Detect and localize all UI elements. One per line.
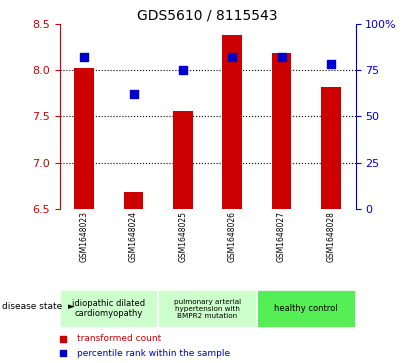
Bar (257, 290, 356, 327)
Title: GDS5610 / 8115543: GDS5610 / 8115543 (137, 8, 278, 23)
Text: percentile rank within the sample: percentile rank within the sample (77, 348, 231, 358)
Point (81, 54, 88, 60)
Text: GSM1648026: GSM1648026 (228, 211, 237, 262)
Bar (74, 68, 94, 209)
Text: pulmonary arterial
hypertension with
BMPR2 mutation: pulmonary arterial hypertension with BMP… (174, 299, 241, 319)
Text: GSM1648027: GSM1648027 (277, 211, 286, 262)
Text: transformed count: transformed count (77, 334, 162, 343)
Point (231, 283, 238, 289)
Bar (124, 192, 143, 209)
Text: GSM1648024: GSM1648024 (129, 211, 138, 262)
Text: GSM1648023: GSM1648023 (80, 211, 89, 262)
Point (231, 152, 238, 158)
Bar (272, 53, 291, 209)
Point (278, 54, 285, 60)
Text: disease state  ►: disease state ► (2, 302, 75, 311)
Point (229, 54, 236, 60)
Text: GSM1648025: GSM1648025 (178, 211, 187, 262)
Bar (173, 111, 193, 209)
Point (130, 91, 137, 97)
Bar (222, 35, 242, 209)
Bar (158, 290, 257, 327)
Text: GSM1648028: GSM1648028 (326, 211, 335, 262)
Text: healthy control: healthy control (275, 304, 338, 313)
Text: idiopathic dilated
cardiomyopathy: idiopathic dilated cardiomyopathy (72, 299, 145, 318)
Point (180, 67, 186, 73)
Point (328, 61, 334, 67)
Bar (321, 87, 341, 209)
Bar (60, 290, 158, 327)
